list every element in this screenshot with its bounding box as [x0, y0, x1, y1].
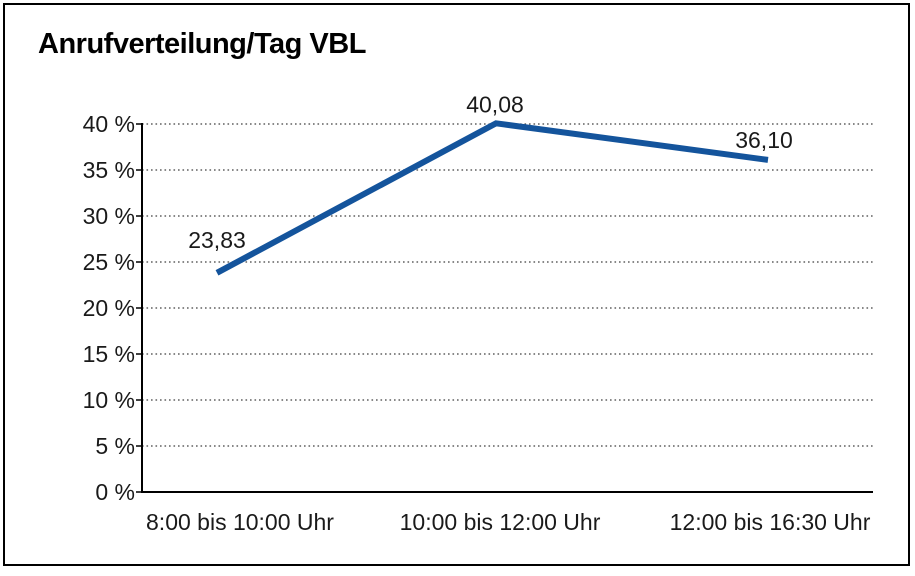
- y-axis-tick-label: 5 %: [95, 433, 135, 459]
- data-series-line: [215, 120, 769, 276]
- y-axis-tick-label: 35 %: [83, 157, 135, 183]
- x-axis-category-label: 8:00 bis 10:00 Uhr: [146, 509, 334, 535]
- y-axis-tick-label: 15 %: [83, 341, 135, 367]
- x-axis-category-label: 12:00 bis 16:30 Uhr: [670, 509, 871, 535]
- y-axis-tick-label: 10 %: [83, 387, 135, 413]
- x-axis-category-label: 10:00 bis 12:00 Uhr: [400, 509, 601, 535]
- chart-frame: [3, 3, 910, 566]
- y-axis-tick-label: 25 %: [83, 249, 135, 275]
- y-axis-tick-label: 40 %: [83, 111, 135, 137]
- data-point-label: 23,83: [188, 227, 246, 253]
- data-point-label: 36,10: [735, 127, 793, 153]
- y-axis-tick-label: 30 %: [83, 203, 135, 229]
- chart-title: Anrufverteilung/Tag VBL: [38, 28, 366, 60]
- y-axis-tick-label: 0 %: [95, 479, 135, 505]
- data-point-label: 40,08: [466, 91, 524, 117]
- y-axis-tick-label: 20 %: [83, 295, 135, 321]
